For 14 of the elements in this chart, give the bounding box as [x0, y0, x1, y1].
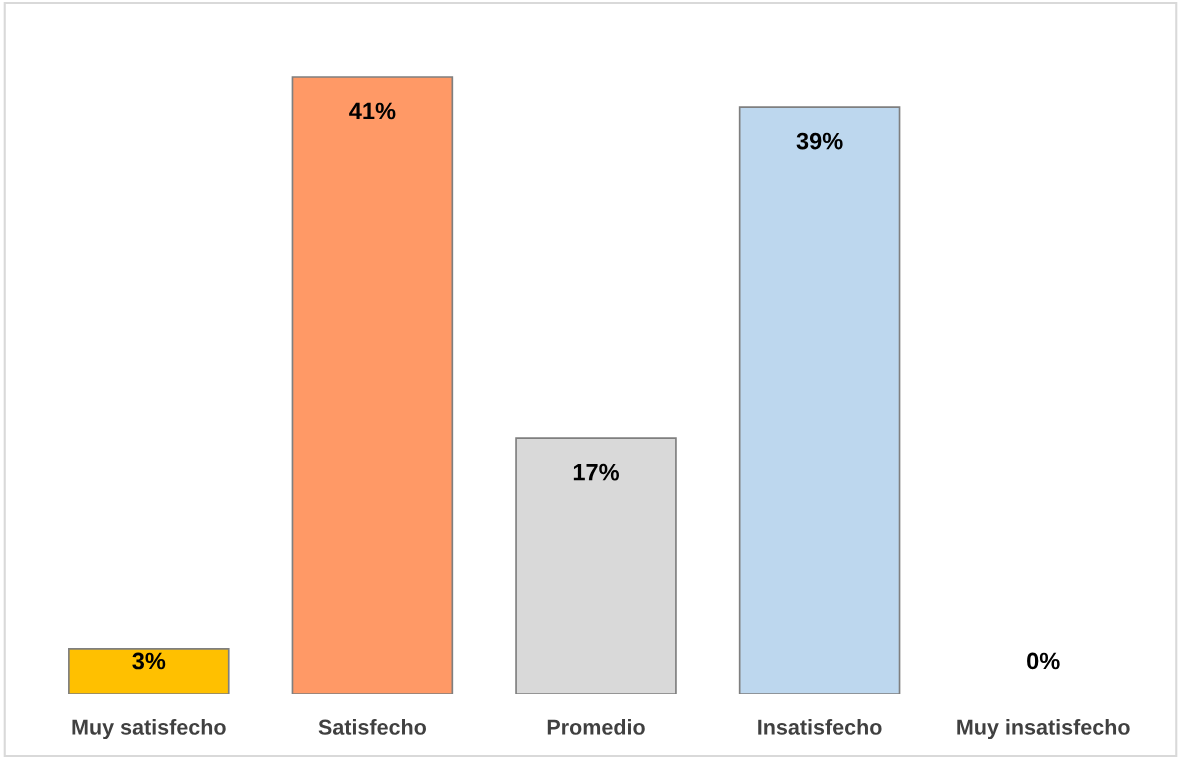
data-label: 0% — [1027, 652, 1060, 670]
bar — [68, 648, 230, 694]
data-label: 3% — [132, 652, 166, 670]
x-tick-label: Muy satisfecho — [72, 719, 226, 740]
x-tick-label: Muy insatisfecho — [957, 719, 1130, 740]
data-label: 41% — [349, 102, 396, 120]
x-tick-label: Satisfecho — [318, 719, 426, 735]
data-label: 39% — [796, 132, 843, 150]
x-tick-label: Insatisfecho — [758, 719, 882, 735]
bar — [515, 437, 677, 694]
x-tick-label: Promedio — [547, 719, 645, 735]
data-label: 17% — [573, 463, 620, 481]
bar — [291, 76, 454, 694]
bar — [738, 106, 901, 694]
